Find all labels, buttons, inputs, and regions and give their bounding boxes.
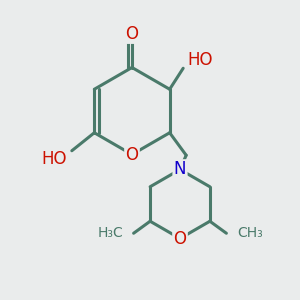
Text: H₃C: H₃C [98, 226, 123, 240]
Text: O: O [125, 146, 139, 164]
Text: HO: HO [188, 51, 213, 69]
Text: N: N [174, 160, 186, 178]
Text: CH₃: CH₃ [237, 226, 262, 240]
Text: O: O [173, 230, 187, 247]
Text: O: O [125, 25, 139, 43]
Text: HO: HO [41, 150, 66, 168]
